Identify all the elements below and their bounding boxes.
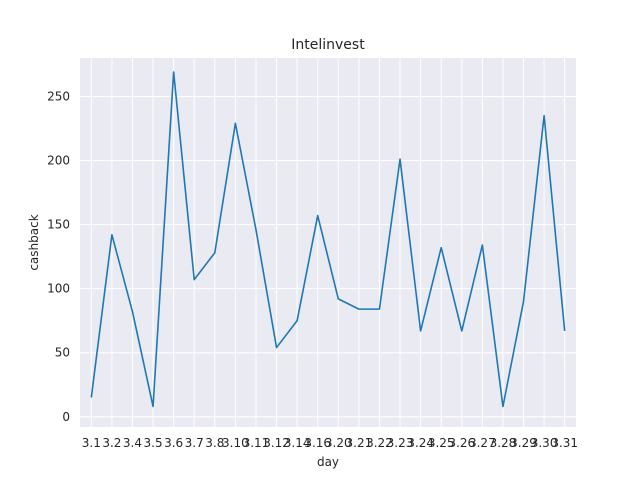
x-tick-label: 3.25: [428, 436, 455, 450]
x-tick-label: 3.28: [490, 436, 517, 450]
y-tick-label: 50: [55, 346, 70, 360]
x-tick-label: 3.1: [82, 436, 101, 450]
chart-title: Intelinvest: [291, 37, 365, 53]
plot-area: [80, 58, 576, 427]
x-tick-label: 3.10: [222, 436, 249, 450]
x-tick-label: 3.23: [387, 436, 414, 450]
x-tick-label: 3.26: [448, 436, 475, 450]
x-axis-title: day: [317, 455, 339, 469]
y-axis-title: cashback: [27, 214, 41, 270]
tick-labels: 3.1 3.2 3.4 3.5 3.6 3.7 3.83.103.113.123.143.1…: [47, 89, 578, 450]
x-tick-label: 3.2: [102, 436, 121, 450]
x-tick-label: 3.14: [284, 436, 311, 450]
x-tick-label: 3.21: [346, 436, 373, 450]
x-tick-label: 3.11: [243, 436, 270, 450]
y-tick-label: 0: [62, 410, 70, 424]
x-tick-label: 3.27: [469, 436, 496, 450]
x-tick-label: 3.5: [144, 436, 163, 450]
x-tick-label: 3.22: [366, 436, 393, 450]
x-tick-label: 3.6: [164, 436, 183, 450]
x-tick-label: 3.29: [510, 436, 537, 450]
x-tick-label: 3.7: [185, 436, 204, 450]
y-tick-label: 200: [47, 154, 70, 168]
grid-lines: [80, 58, 576, 427]
x-tick-label: 3.31: [551, 436, 578, 450]
y-tick-label: 250: [47, 89, 70, 103]
series-line-cashback: [90, 71, 566, 408]
x-tick-label: 3.30: [531, 436, 558, 450]
y-tick-label: 100: [47, 282, 70, 296]
x-tick-label: 3.24: [407, 436, 434, 450]
x-tick-label: 3.4: [123, 436, 142, 450]
x-tick-label: 3.16: [304, 436, 331, 450]
x-tick-label: 3.8: [205, 436, 224, 450]
x-tick-label: 3.12: [263, 436, 290, 450]
x-tick-label: 3.20: [325, 436, 352, 450]
y-tick-label: 150: [47, 218, 70, 232]
